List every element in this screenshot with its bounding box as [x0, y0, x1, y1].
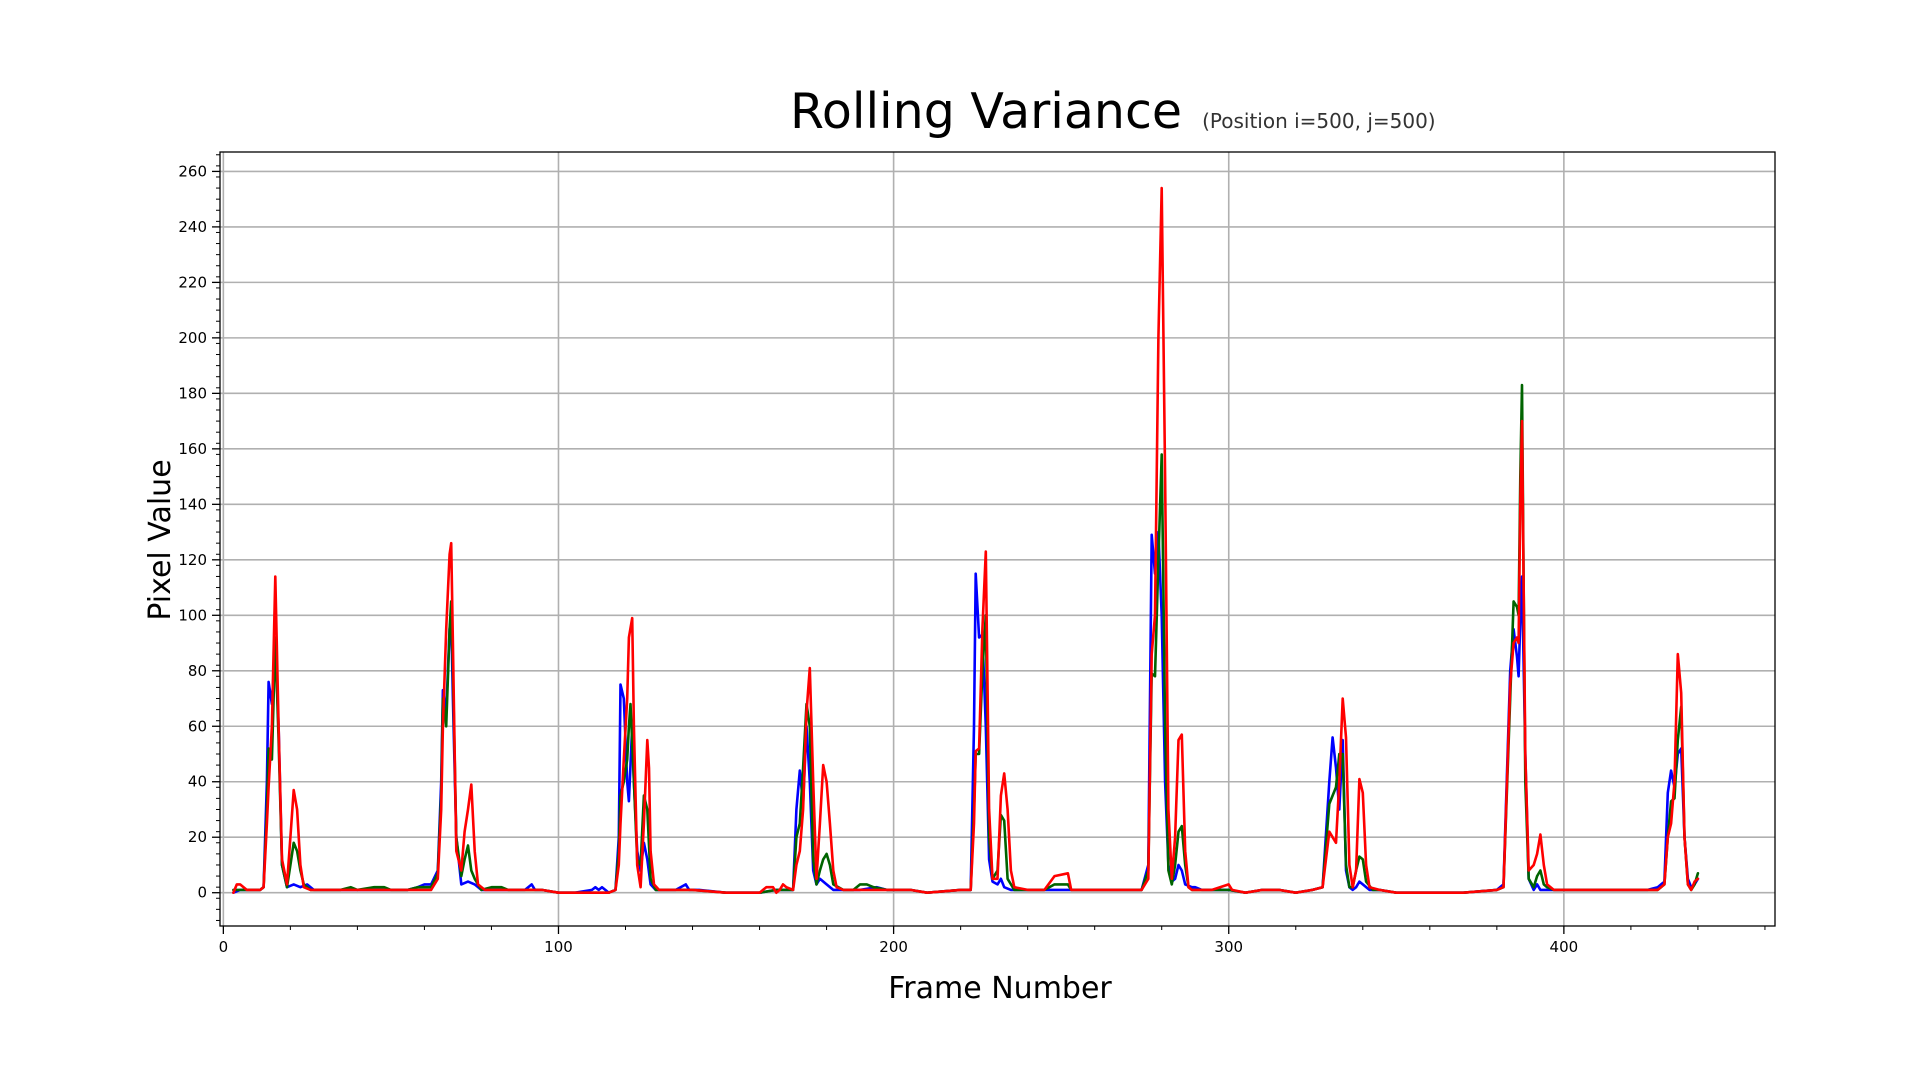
x-axis-label: Frame Number	[888, 971, 1112, 1006]
chart-title-main: Rolling Variance	[790, 83, 1182, 140]
x-tick-label: 0	[219, 938, 229, 956]
y-tick-label: 100	[178, 606, 207, 624]
y-axis-label: Pixel Value	[143, 459, 178, 620]
y-tick-label: 220	[178, 273, 207, 291]
series-line-3	[232, 186, 1700, 894]
y-tick-label: 140	[178, 495, 207, 513]
x-tick-label: 300	[1214, 938, 1243, 956]
y-tick-label: 120	[178, 551, 207, 569]
chart-title: Rolling Variance (Position i=500, j=500)	[790, 83, 1436, 140]
y-tick-label: 200	[178, 329, 207, 347]
axis-tick-labels: 0 100 200 300 400 0 20 40 60 80 100 120 140 160 180 200…	[178, 162, 1578, 956]
y-tick-label: 160	[178, 440, 207, 458]
grid-lines	[220, 152, 1775, 926]
y-tick-label: 20	[188, 828, 207, 846]
y-tick-label: 0	[197, 884, 207, 902]
x-tick-label: 100	[544, 938, 573, 956]
x-tick-label: 400	[1550, 938, 1579, 956]
plot-frame	[219, 151, 1776, 927]
y-tick-label: 60	[188, 717, 207, 735]
y-tick-label: 180	[178, 384, 207, 402]
data-series	[232, 186, 1700, 894]
chart-subtitle: (Position i=500, j=500)	[1202, 109, 1436, 133]
y-tick-label: 80	[188, 662, 207, 680]
y-tick-label: 260	[178, 162, 207, 180]
y-tick-label: 240	[178, 218, 207, 236]
y-tick-label: 40	[188, 773, 207, 791]
x-tick-label: 200	[879, 938, 908, 956]
axis-ticks	[212, 154, 1766, 934]
